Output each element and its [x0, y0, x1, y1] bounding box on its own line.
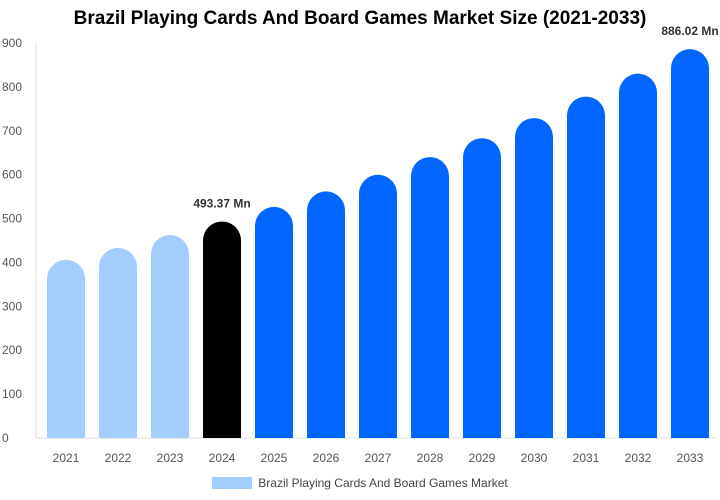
- data-label-2024: 493.37 Mn: [193, 196, 250, 210]
- y-tick-label: 800: [2, 80, 22, 94]
- x-tick-label: 2023: [157, 451, 184, 465]
- bar-2022: [99, 247, 137, 438]
- legend-label: Brazil Playing Cards And Board Games Mar…: [258, 476, 508, 490]
- bar-2025: [255, 206, 293, 438]
- data-label-2033: 886.02 Mn: [661, 24, 718, 38]
- x-tick-label: 2024: [209, 451, 236, 465]
- bar-2021: [47, 259, 85, 438]
- y-tick-label: 700: [2, 124, 22, 138]
- x-tick-label: 2031: [573, 451, 600, 465]
- x-tick-label: 2030: [521, 451, 548, 465]
- legend-swatch: [212, 477, 253, 489]
- bar-2030: [515, 118, 553, 439]
- x-tick-label: 2022: [105, 451, 132, 465]
- x-tick-label: 2027: [365, 451, 392, 465]
- x-tick-label: 2032: [625, 451, 652, 465]
- y-tick-label: 600: [2, 168, 22, 182]
- y-tick-label: 100: [2, 387, 22, 401]
- x-tick-label: 2021: [53, 451, 80, 465]
- chart-title: Brazil Playing Cards And Board Games Mar…: [73, 8, 647, 29]
- x-tick-label: 2025: [261, 451, 288, 465]
- x-tick-label: 2029: [469, 451, 496, 465]
- x-tick-label: 2033: [677, 451, 704, 465]
- bar-2033: [671, 49, 709, 438]
- bar-2023: [151, 235, 189, 438]
- x-tick-label: 2028: [417, 451, 444, 465]
- y-tick-label: 200: [2, 343, 22, 357]
- y-tick-label: 500: [2, 212, 22, 226]
- y-tick-label: 400: [2, 255, 22, 269]
- bar-2027: [359, 174, 397, 438]
- bar-2031: [567, 96, 605, 438]
- x-tick-label: 2026: [313, 451, 340, 465]
- legend[interactable]: Brazil Playing Cards And Board Games Mar…: [0, 476, 720, 490]
- y-tick-label: 0: [2, 431, 9, 445]
- y-tick-label: 300: [2, 299, 22, 313]
- bar-2029: [463, 138, 501, 438]
- bar-2026: [307, 191, 345, 438]
- bar-2028: [411, 157, 449, 438]
- y-tick-label: 900: [2, 36, 22, 50]
- bar-2032: [619, 73, 657, 438]
- bar-2024: [203, 221, 241, 438]
